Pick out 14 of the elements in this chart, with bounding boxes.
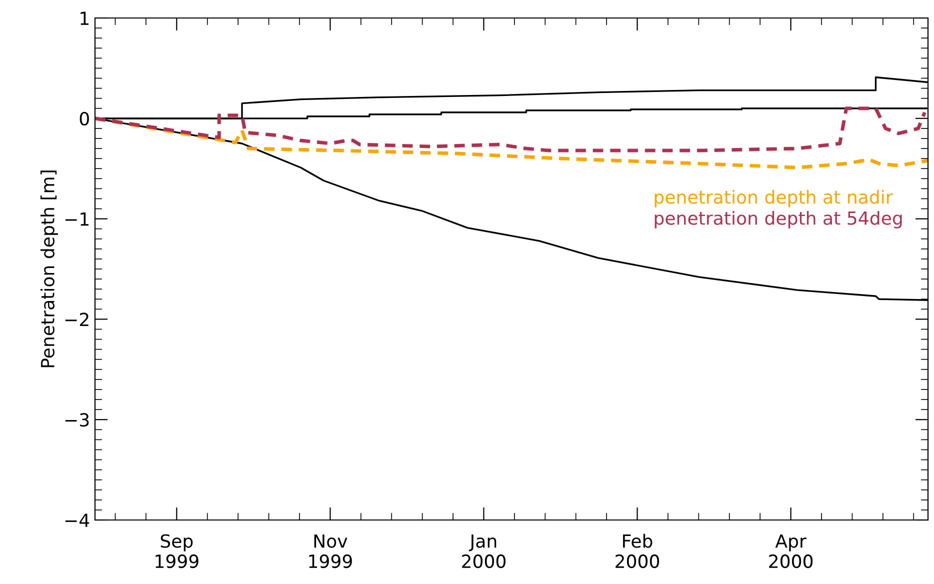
x-tick-label: Jan 2000 — [462, 534, 506, 568]
x-tick-label: Sep 1999 — [156, 534, 198, 568]
y-tick-label: −2 — [65, 312, 88, 326]
y-tick-label: 0 — [80, 112, 89, 126]
y-tick-label: −3 — [65, 413, 89, 427]
text: penetration depth at 54deg — [654, 210, 902, 228]
y-tick-label: 1 — [80, 12, 88, 25]
series-label: penetration depth at nadir — [654, 190, 893, 208]
y-tick-label: −4 — [65, 514, 90, 527]
y-axis-title: Penetration depth [m] — [40, 170, 58, 368]
x-tick-label: Nov 1999 — [309, 534, 352, 568]
y-tick-label: −1 — [65, 212, 88, 226]
x-tick-label: Feb 2000 — [616, 534, 660, 568]
x-tick-label: Apr 2000 — [769, 534, 813, 568]
